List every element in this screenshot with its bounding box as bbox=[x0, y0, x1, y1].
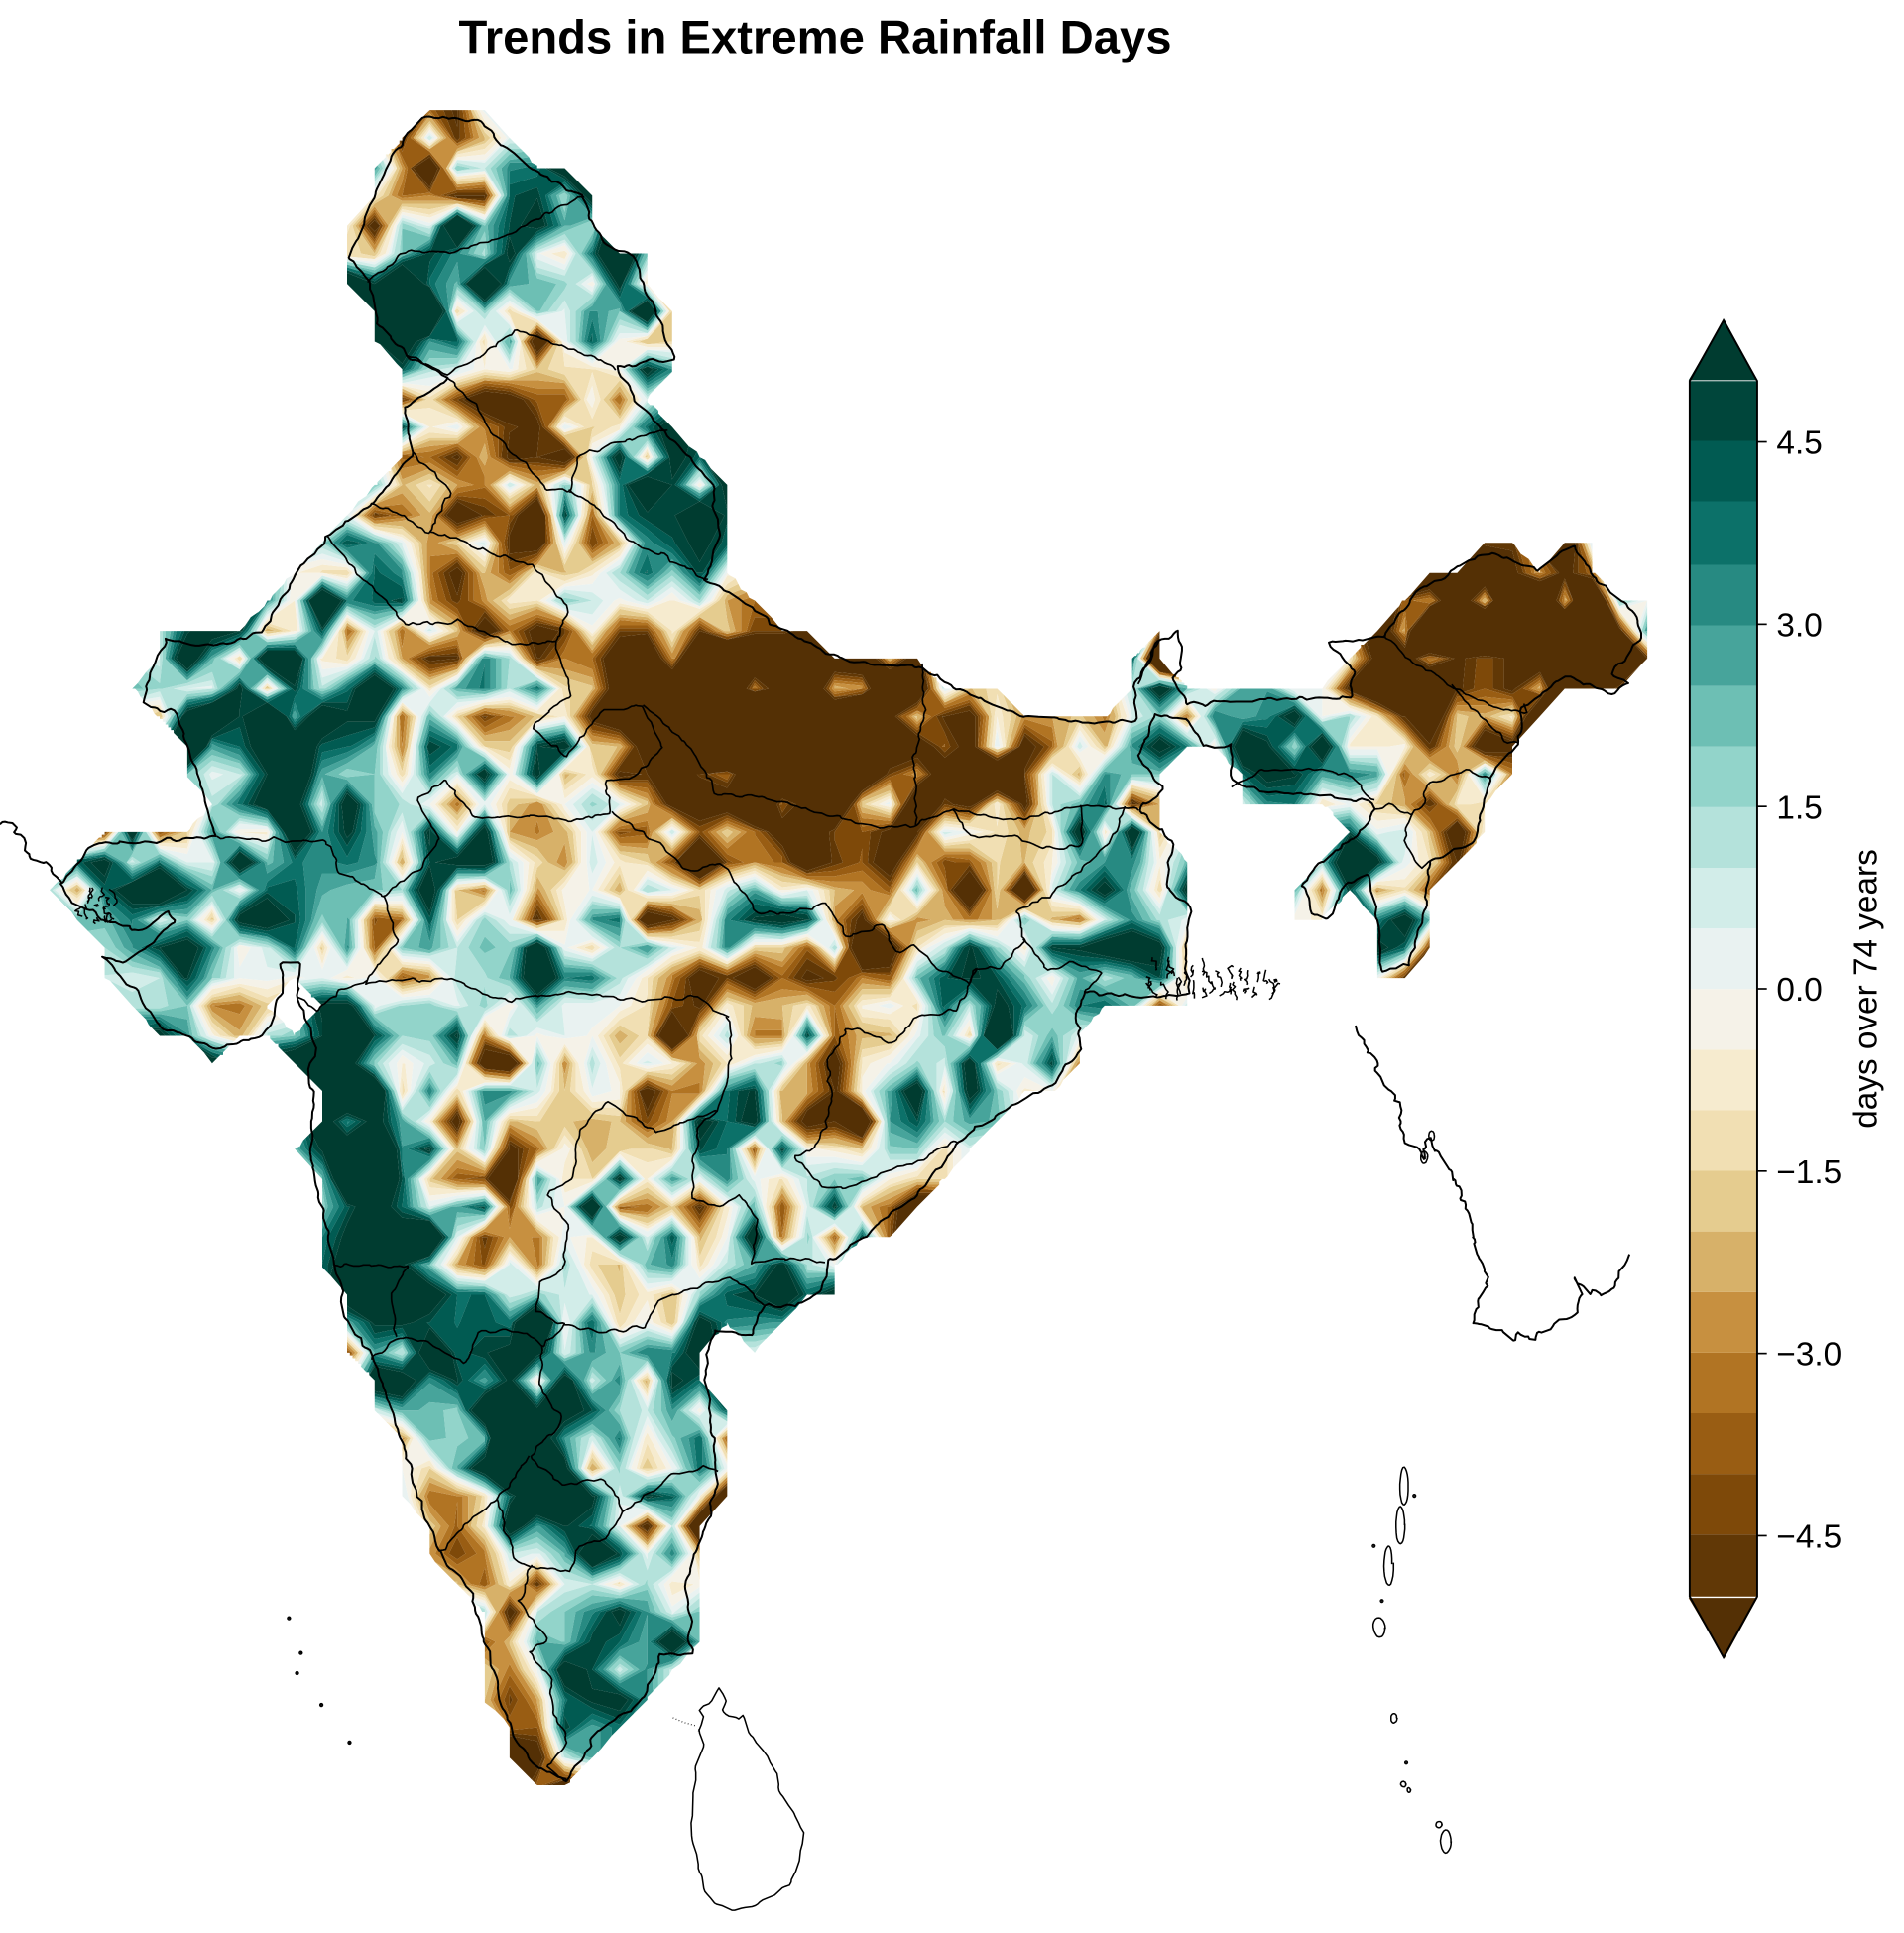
svg-text:days over 74 years: days over 74 years bbox=[1847, 849, 1884, 1129]
svg-text:4.5: 4.5 bbox=[1776, 425, 1822, 462]
svg-text:3.0: 3.0 bbox=[1776, 607, 1822, 644]
svg-text:Trends in Extreme Rainfall Day: Trends in Extreme Rainfall Days bbox=[458, 11, 1171, 63]
svg-text:−4.5: −4.5 bbox=[1776, 1519, 1842, 1556]
svg-text:1.5: 1.5 bbox=[1776, 789, 1822, 826]
svg-text:−1.5: −1.5 bbox=[1776, 1154, 1842, 1191]
svg-text:0.0: 0.0 bbox=[1776, 972, 1822, 1009]
svg-text:−3.0: −3.0 bbox=[1776, 1337, 1842, 1374]
